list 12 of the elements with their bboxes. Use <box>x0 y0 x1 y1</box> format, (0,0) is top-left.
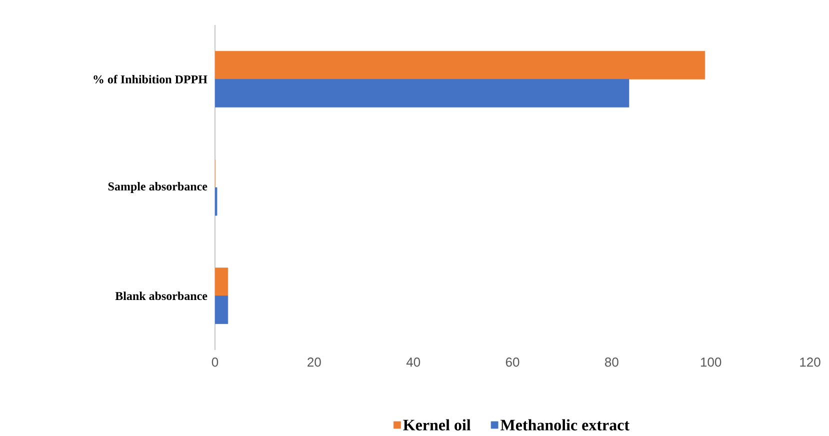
legend-label: Methanolic extract <box>500 419 630 431</box>
x-tick-label: 120 <box>800 358 820 367</box>
y-tick-label: Sample absorbance <box>108 182 208 194</box>
legend-label: Kernel oil <box>403 419 471 431</box>
x-tick-label: 60 <box>506 358 520 367</box>
x-tick-label: 0 <box>212 358 218 367</box>
y-tick-label: % of Inhibition DPPH <box>94 74 208 84</box>
y-tick-label: Blank absorbance <box>115 292 208 300</box>
x-tick-label: 80 <box>605 358 618 367</box>
x-tick-label: 100 <box>700 358 722 367</box>
x-tick-label: 40 <box>406 358 420 367</box>
x-tick-label: 20 <box>308 358 321 367</box>
